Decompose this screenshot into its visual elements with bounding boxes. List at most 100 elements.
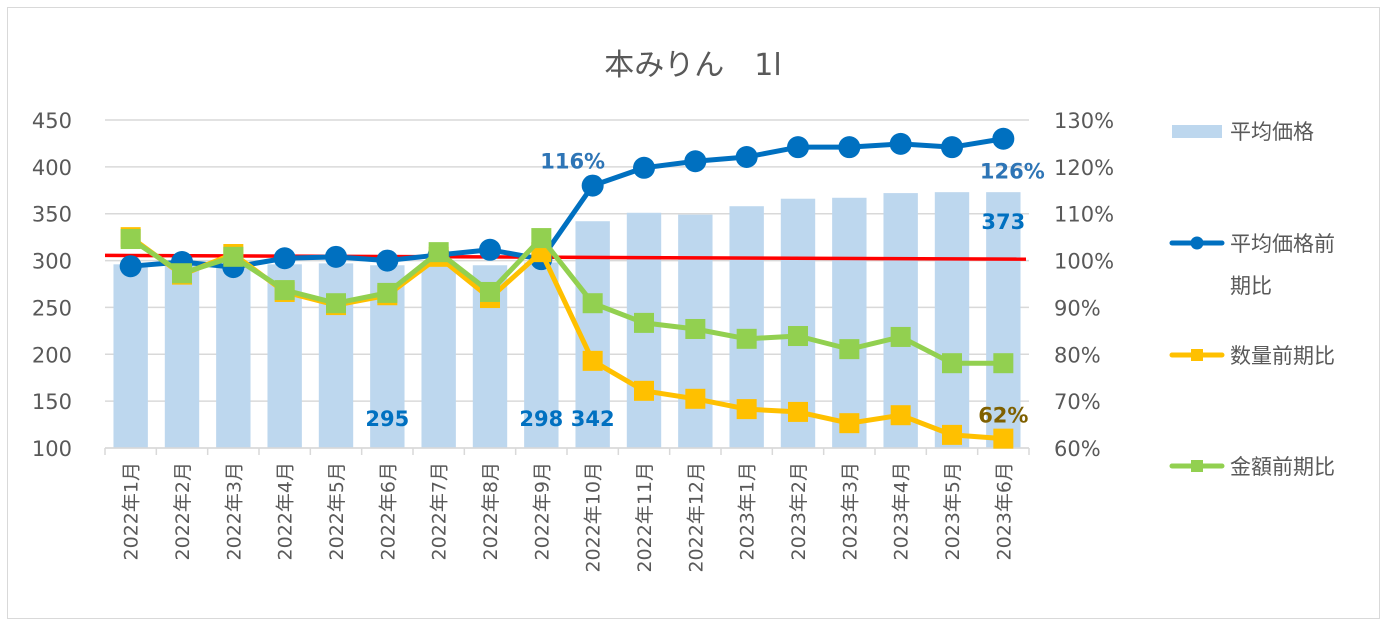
x-axis-tick-label: 2022年11月: [634, 462, 656, 573]
y2-axis-tick-label: 100%: [1054, 250, 1114, 274]
data-label: 342: [571, 407, 615, 431]
bar: [216, 263, 251, 448]
bar: [524, 262, 559, 448]
x-axis-tick-label: 2023年4月: [891, 462, 913, 560]
data-point: [839, 413, 860, 434]
data-point: [685, 388, 706, 409]
legend-item: 数量前期比: [1169, 344, 1335, 368]
legend-label: 平均価格: [1230, 120, 1314, 144]
data-point: [788, 401, 808, 422]
bar: [113, 264, 148, 448]
data-point: [479, 238, 501, 261]
y2-axis-tick-label: 110%: [1054, 203, 1114, 227]
y2-axis-tick-label: 70%: [1054, 390, 1101, 414]
data-point: [325, 245, 347, 268]
y2-axis-tick-label: 120%: [1054, 156, 1114, 180]
y-axis-tick-label: 200: [32, 343, 72, 367]
legend-marker-icon: [1191, 460, 1203, 472]
data-point: [941, 136, 963, 159]
data-label: 295: [365, 407, 409, 431]
x-axis-tick-label: 2023年3月: [839, 462, 861, 560]
data-point: [684, 150, 707, 173]
data-point: [119, 255, 142, 278]
x-axis-tick-label: 2023年5月: [942, 462, 964, 560]
data-label: 373: [981, 210, 1025, 234]
x-axis-tick-label: 2023年1月: [737, 462, 759, 560]
data-point: [890, 405, 911, 426]
data-point: [993, 428, 1014, 449]
x-axis-tick-label: 2022年10月: [583, 462, 605, 573]
legend-item: 金額前期比: [1169, 455, 1335, 479]
x-axis-tick-label: 2022年2月: [172, 462, 194, 560]
y-axis-tick-label: 250: [32, 296, 72, 320]
data-point: [581, 174, 604, 197]
data-point: [838, 136, 861, 159]
data-point: [889, 132, 912, 155]
y-axis-tick-label: 100: [32, 437, 72, 461]
data-point: [685, 318, 706, 339]
y-axis-tick-label: 350: [32, 203, 72, 227]
data-point: [223, 246, 244, 267]
bar: [421, 262, 456, 448]
line-series: [119, 127, 1015, 449]
chart-title: 本みりん 1l: [604, 48, 781, 83]
x-axis-tick-label: 2022年5月: [326, 462, 348, 560]
data-point: [480, 281, 500, 302]
data-point: [326, 293, 346, 314]
bar: [832, 197, 867, 448]
x-axis-tick-label: 2022年8月: [480, 462, 502, 560]
data-point: [428, 242, 449, 263]
y2-axis-tick-label: 80%: [1054, 343, 1101, 367]
data-point: [531, 228, 552, 249]
data-point: [633, 156, 655, 179]
bar: [986, 192, 1021, 448]
legend-marker-icon: [1190, 236, 1204, 250]
data-label: 116%: [540, 150, 605, 174]
x-axis-tick-label: 2022年3月: [223, 462, 245, 560]
x-axis-tick-label: 2022年1月: [121, 462, 143, 560]
bar: [164, 264, 200, 448]
axes: 100 150 200 250 300 350 400 450 60% 70% 80% 90% 100%…: [32, 109, 1114, 573]
data-point: [890, 326, 911, 347]
legend-label: 金額前期比: [1230, 455, 1335, 479]
data-label: 126%: [980, 160, 1045, 184]
reference-line: [104, 253, 1027, 261]
data-point: [377, 282, 398, 303]
data-point: [992, 127, 1015, 150]
data-point: [788, 326, 808, 347]
legend-label: 平均価格前: [1230, 232, 1335, 256]
y2-axis-tick-label: 60%: [1054, 437, 1101, 461]
data-label: 298: [519, 407, 563, 431]
x-axis-tick-label: 2022年12月: [685, 462, 707, 573]
y-axis-tick-label: 150: [32, 390, 72, 414]
y2-axis-tick-label: 130%: [1054, 109, 1114, 133]
bar: [934, 192, 970, 448]
legend-label: 期比: [1230, 274, 1272, 298]
data-point: [120, 229, 141, 250]
x-axis-tick-label: 2023年6月: [993, 462, 1015, 560]
line-series-amount-ratio: [120, 228, 1014, 374]
y-axis-tick-label: 400: [32, 156, 72, 180]
legend-marker-icon: [1191, 349, 1203, 361]
data-point: [736, 328, 757, 349]
data-point: [376, 249, 399, 272]
x-axis-tick-label: 2022年9月: [531, 462, 553, 560]
data-point: [942, 353, 962, 374]
data-point: [735, 146, 758, 169]
data-point: [736, 399, 757, 420]
data-point: [273, 247, 296, 270]
y2-axis-tick-label: 90%: [1054, 296, 1101, 320]
data-point: [942, 424, 962, 445]
data-point: [634, 312, 654, 333]
data-point: [787, 136, 809, 159]
data-labels: 295 298 342 373 116% 126% 62%: [365, 150, 1044, 431]
bar-series: [113, 192, 1021, 448]
legend-item: 平均価格: [1172, 120, 1314, 144]
x-axis-tick-label: 2022年4月: [275, 462, 297, 560]
data-point: [172, 263, 192, 284]
data-point: [582, 293, 603, 314]
data-point: [274, 280, 295, 301]
reference-line-group: [104, 253, 1027, 261]
